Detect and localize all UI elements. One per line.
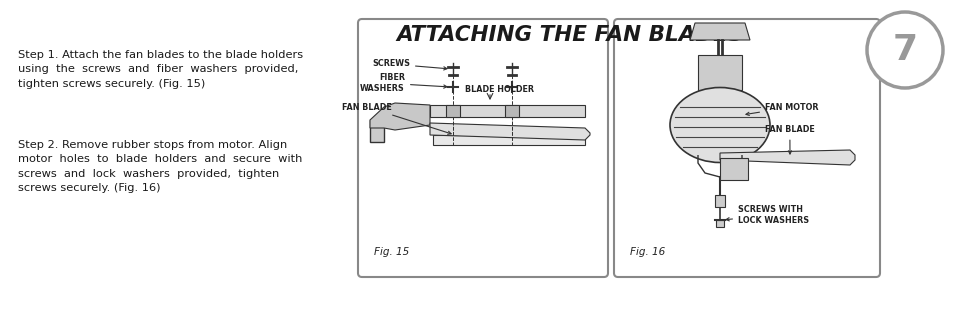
Text: SCREWS: SCREWS [372, 60, 447, 70]
Text: FAN BLADE: FAN BLADE [764, 126, 814, 154]
Text: SCREWS WITH
LOCK WASHERS: SCREWS WITH LOCK WASHERS [725, 205, 808, 225]
Polygon shape [720, 150, 854, 165]
Text: FAN MOTOR: FAN MOTOR [745, 103, 818, 116]
Bar [433, 135, 584, 145]
Text: Fig. 16: Fig. 16 [629, 247, 664, 257]
Bar [504, 105, 518, 117]
Text: 7: 7 [891, 33, 917, 67]
Text: Fig. 15: Fig. 15 [374, 247, 409, 257]
FancyBboxPatch shape [614, 19, 879, 277]
Polygon shape [430, 123, 589, 140]
Bar [446, 105, 459, 117]
Text: Step 2. Remove rubber stops from motor. Align
motor  holes  to  blade  holders  : Step 2. Remove rubber stops from motor. … [18, 140, 302, 193]
Text: FAN BLADE: FAN BLADE [342, 103, 451, 134]
Circle shape [866, 12, 942, 88]
Text: FIBER
WASHERS: FIBER WASHERS [360, 73, 447, 93]
Text: BLADE HOLDER: BLADE HOLDER [465, 85, 534, 94]
FancyBboxPatch shape [357, 19, 607, 277]
Bar [714, 195, 724, 207]
Bar [698, 55, 741, 90]
Bar [716, 220, 723, 227]
Text: ATTACHING THE FAN BLADES: ATTACHING THE FAN BLADES [395, 25, 743, 45]
Bar [720, 158, 747, 180]
Ellipse shape [669, 87, 769, 162]
Bar [370, 120, 384, 142]
Bar [430, 105, 584, 117]
Polygon shape [370, 103, 430, 130]
Text: Step 1. Attach the fan blades to the blade holders
using  the  screws  and  fibe: Step 1. Attach the fan blades to the bla… [18, 50, 303, 89]
Polygon shape [689, 23, 749, 40]
